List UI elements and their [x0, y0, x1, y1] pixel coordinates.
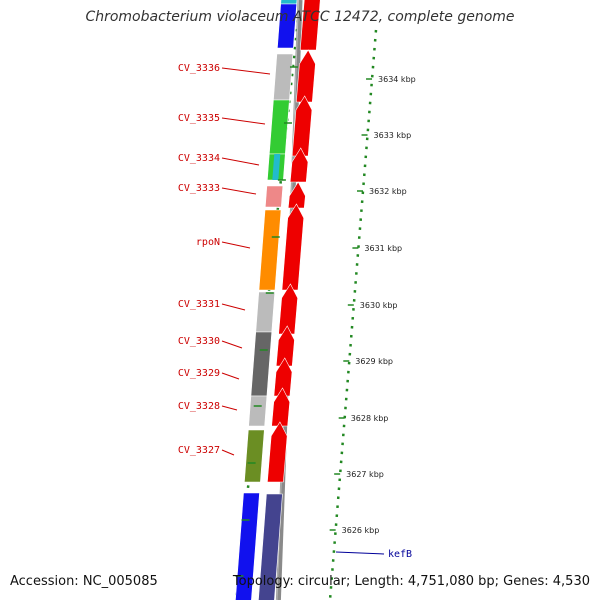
tick-label: 3631 kbp: [364, 244, 402, 253]
tick-label: 3627 kbp: [346, 470, 384, 479]
gene-label[interactable]: CV_3335: [178, 113, 220, 124]
accession-label: Accession: NC_005085: [10, 574, 158, 589]
gene-label-kefb[interactable]: kefB: [388, 549, 412, 560]
rev-cds-cv3333: [264, 185, 284, 208]
rev-cds-cv3331: [255, 291, 276, 333]
tick-label: 3634 kbp: [378, 75, 416, 84]
rev-cds-cv3328: [248, 395, 268, 427]
fwd-cds-arrow: [289, 147, 309, 183]
fwd-cds-arrow: [271, 387, 291, 427]
gene-leader-line: [221, 241, 251, 249]
gene-leader-line: [221, 340, 243, 349]
tick-label: 3630 kbp: [360, 301, 398, 310]
fwd-cds-arrow: [267, 421, 288, 483]
map-title: Chromobacterium violaceum ATCC 12472, co…: [85, 9, 515, 25]
gene-label[interactable]: CV_3328: [178, 401, 220, 412]
gene-leader-line: [221, 67, 271, 75]
gene-leader-line: [221, 157, 260, 166]
gene-label[interactable]: CV_3336: [178, 63, 220, 74]
rev-cds-rpon: [258, 209, 282, 291]
gene-label[interactable]: CV_3330: [178, 336, 220, 347]
fwd-cds-arrow: [299, 0, 321, 51]
tick-label: 3628 kbp: [351, 414, 389, 423]
gene-label[interactable]: CV_3333: [178, 183, 220, 194]
tick-label: 3633 kbp: [374, 131, 412, 140]
gene-label[interactable]: rpoN: [196, 237, 220, 248]
topology-label: Topology: circular; Length: 4,751,080 bp…: [232, 574, 590, 589]
gene-leader-line: [221, 372, 240, 380]
rev-cds-cv3330: [250, 331, 273, 397]
fwd-cds-arrow: [278, 283, 298, 335]
gene-label[interactable]: CV_3331: [178, 299, 220, 310]
fwd-cds-arrow: [291, 95, 313, 157]
rev-cds-blue-top: [277, 3, 298, 49]
kefb-leader-line: [335, 551, 385, 555]
rev-cds-cv3335: [268, 99, 290, 155]
gene-leader-line: [221, 303, 246, 311]
gene-label[interactable]: CV_3334: [178, 153, 220, 164]
gene-leader-line: [221, 187, 257, 195]
rev-cds-cv3327: [244, 429, 265, 483]
fwd-cds-kefb: [257, 493, 283, 604]
fwd-cds-arrow: [275, 325, 295, 367]
gene-leader-line: [221, 449, 235, 456]
tick-label: 3629 kbp: [355, 357, 393, 366]
tick-label: 3626 kbp: [342, 526, 380, 535]
rev-cds-cv3336: [273, 53, 294, 101]
gene-leader-line: [221, 405, 238, 411]
outer-dotted-ring-right: [328, 29, 378, 601]
fwd-cds-arrow: [281, 203, 305, 291]
rev-cds-top: [280, 0, 298, 5]
fwd-cds-arrow: [287, 181, 306, 209]
fwd-cds-arrow: [295, 49, 316, 103]
fwd-cds-arrow: [273, 357, 293, 397]
gene-leader-line: [221, 117, 266, 125]
tick-label: 3632 kbp: [369, 187, 407, 196]
gene-label[interactable]: CV_3327: [178, 445, 220, 456]
gene-label[interactable]: CV_3329: [178, 368, 220, 379]
rev-cds-cyan-sliver: [272, 154, 281, 180]
